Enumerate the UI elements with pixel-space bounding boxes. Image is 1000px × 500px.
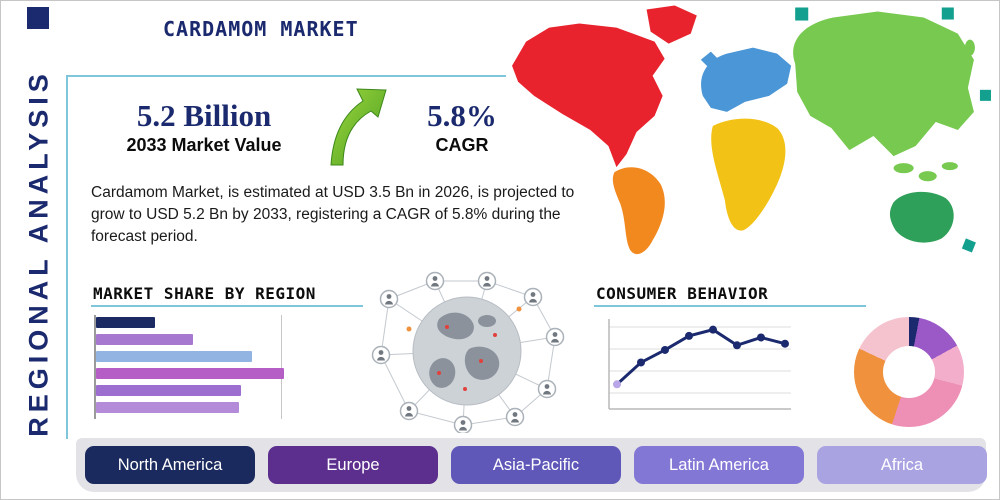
map-island-marker-1 xyxy=(795,7,809,21)
vertical-title: REGIONAL ANALYSIS xyxy=(23,69,54,437)
data-point xyxy=(757,333,765,342)
summary-text: Cardamom Market, is estimated at USD 3.5… xyxy=(91,184,575,245)
data-point xyxy=(661,345,669,354)
cagr-block: 5.8% CAGR xyxy=(403,98,521,156)
region-pill-latin-america[interactable]: Latin America xyxy=(634,446,804,484)
map-island-2 xyxy=(918,171,937,182)
line-chart-gridlines xyxy=(609,326,791,394)
map-south-america xyxy=(612,167,665,255)
data-point xyxy=(685,331,693,340)
world-map xyxy=(504,3,996,263)
cagr-value: 5.8% xyxy=(427,98,497,133)
cagr-caption: CAGR xyxy=(435,135,489,156)
line-chart-series xyxy=(613,325,789,389)
globe-hotspots xyxy=(437,325,497,391)
data-point xyxy=(733,341,741,350)
bar xyxy=(96,334,194,345)
page-title: CARDAMOM MARKET xyxy=(163,17,359,41)
map-uk xyxy=(700,51,719,70)
data-point xyxy=(613,380,621,389)
market-share-underline xyxy=(91,305,363,307)
region-pill-africa[interactable]: Africa xyxy=(817,446,987,484)
data-point xyxy=(637,358,645,367)
market-value-caption: 2033 Market Value xyxy=(126,135,282,156)
corner-accent-square xyxy=(27,7,49,29)
map-africa xyxy=(711,118,786,231)
section-title-consumer-behavior: CONSUMER BEHAVIOR xyxy=(596,284,769,303)
line-chart-axes xyxy=(608,319,791,410)
card-frame-top-line xyxy=(66,75,506,77)
bar xyxy=(96,368,285,379)
region-pill-north-america[interactable]: North America xyxy=(85,446,255,484)
bar-chart-axis xyxy=(94,315,96,419)
bar xyxy=(96,385,241,396)
trend-line xyxy=(615,328,786,386)
data-point xyxy=(781,339,789,348)
map-australia xyxy=(889,191,954,243)
bar xyxy=(96,351,253,362)
bar xyxy=(96,402,239,413)
market-value: 5.2 Billion xyxy=(136,98,272,133)
map-japan xyxy=(964,39,975,56)
region-buttons: North America Europe Asia-Pacific Latin … xyxy=(85,446,987,484)
globe-landmasses xyxy=(429,312,500,388)
bar-chart-bars xyxy=(96,317,294,419)
map-north-america xyxy=(512,23,665,168)
data-point xyxy=(709,325,717,334)
globe-network-graphic xyxy=(369,269,565,435)
region-pill-europe[interactable]: Europe xyxy=(268,446,438,484)
consumer-behavior-underline xyxy=(594,305,866,307)
growth-arrow-icon xyxy=(323,85,387,167)
map-europe xyxy=(701,47,792,112)
market-share-bar-chart xyxy=(94,315,294,423)
map-asia xyxy=(793,11,974,157)
region-pill-asia-pacific[interactable]: Asia-Pacific xyxy=(451,446,621,484)
bar-chart-gridline xyxy=(281,315,282,419)
map-island-marker-2 xyxy=(979,89,991,101)
trend-line-chart xyxy=(599,311,797,425)
section-title-market-share: MARKET SHARE BY REGION xyxy=(93,284,316,303)
map-greenland xyxy=(646,5,697,44)
map-island-3 xyxy=(941,162,958,171)
map-island-marker-3 xyxy=(941,7,954,20)
map-island-1 xyxy=(893,163,914,174)
donut-hole xyxy=(883,346,935,398)
market-value-block: 5.2 Billion 2033 Market Value xyxy=(93,98,315,156)
consumer-donut-chart xyxy=(854,317,964,427)
bar xyxy=(96,317,156,328)
card-frame-left-line xyxy=(66,75,68,439)
map-new-zealand xyxy=(961,238,976,253)
